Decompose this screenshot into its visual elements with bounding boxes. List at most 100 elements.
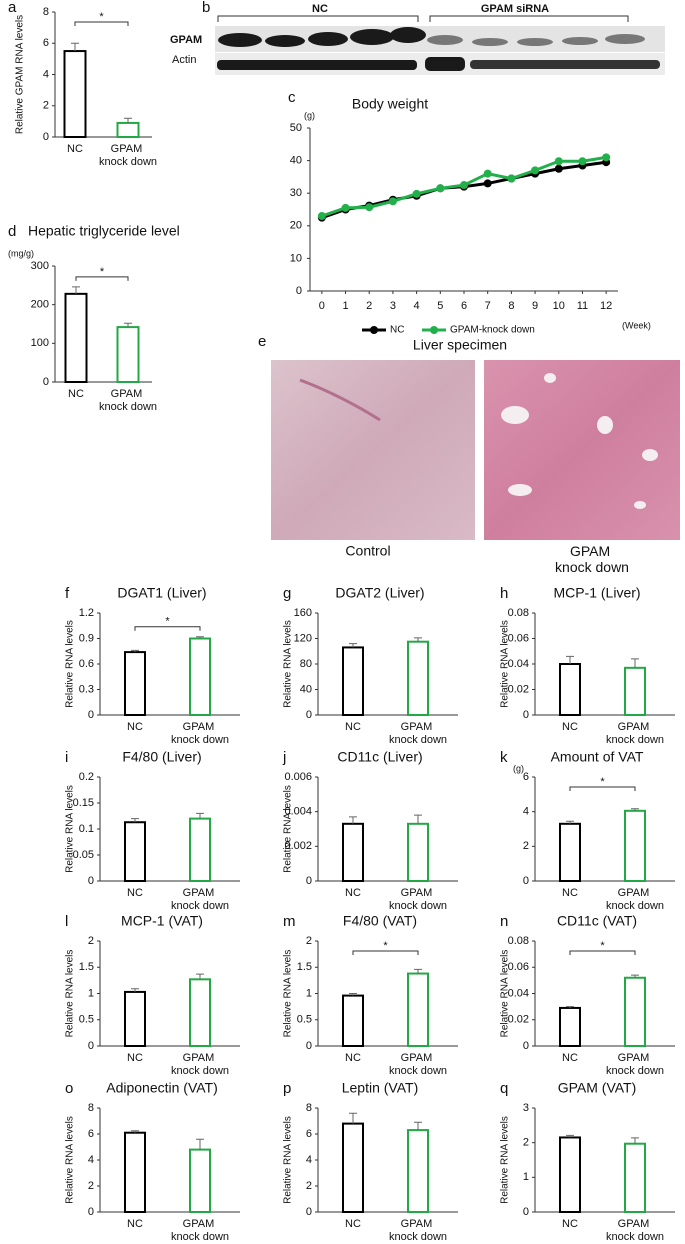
y-tick-label: 40 [300,683,312,695]
y-tick-label: 8 [306,1102,312,1114]
blot-row: GPAM [170,34,202,46]
legend-swatch [430,326,438,334]
panel-letter: p [283,1080,291,1097]
panel-letter: g [283,585,291,602]
point [412,189,421,198]
y-tick-label: 8 [43,6,49,18]
y-tick-label: 2 [88,935,94,947]
point [483,179,492,188]
y-tick-label: 6 [88,1128,94,1140]
panel-letter: m [283,913,296,930]
y-tick-label: 0.06 [508,961,529,973]
significance-label: * [100,266,105,278]
error-bar [349,993,357,996]
point [578,157,587,166]
error-bar [131,649,139,653]
significance-bracket [75,276,129,281]
bar [342,646,364,716]
bar [559,822,581,882]
y-tick-label: 2 [523,840,529,852]
y-axis-label: Relative RNA levels [283,950,294,1038]
y-tick-label: 1.2 [79,607,94,619]
y-axis-label: Relative RNA levels [500,950,511,1038]
error-bar [72,286,80,294]
significance-bracket [569,786,636,791]
error-bar [631,974,639,978]
y-axis-label: Relative RNA levels [65,950,76,1038]
y-axis-label: Relative RNA levels [500,1116,511,1204]
x-tick-label: 10 [553,300,565,312]
specimen-label: GPAM knock down [555,543,629,575]
panel-letter: a [8,0,17,16]
x-tick-label: 4 [414,300,420,312]
error-bar [349,1112,357,1124]
y-tick-label: 0.6 [79,658,94,670]
y-tick-label: 300 [31,260,49,272]
chart-title: MCP-1 (Liver) [553,585,640,601]
x-tick-label: GPAM knock down [389,887,447,912]
legend-label: GPAM-knock down [450,325,535,336]
specimen-image [271,360,475,540]
y-tick-label: 0.9 [79,632,94,644]
error-bar [566,820,574,824]
y-tick-label: 0.2 [79,771,94,783]
bar [63,50,87,138]
bar [116,326,140,383]
y-tick-label: 1 [523,1171,529,1183]
chart-title: Adiponectin (VAT) [106,1080,218,1096]
bar [342,822,364,882]
bar [407,1129,429,1213]
x-tick-label: NC [127,721,143,733]
blot-row: Actin [172,54,196,66]
specimen-label: Control [345,543,390,559]
point [460,181,468,190]
x-tick-label: NC [345,1218,361,1230]
point [602,153,611,162]
significance-bracket [74,21,129,26]
error-bar [196,812,204,819]
y-tick-label: 1.5 [297,961,312,973]
x-tick-label: GPAM knock down [389,1218,447,1243]
panel-letter: l [65,913,68,930]
x-tick-label: NC [562,1218,578,1230]
significance-label: * [600,940,605,952]
y-tick-label: 4 [523,806,529,818]
x-tick-label: GPAM knock down [171,1052,229,1077]
unit-label: (g) [513,763,524,773]
chart-title: Amount of VAT [551,749,644,765]
unit-label: (mg/g) [8,248,34,258]
bracket [217,15,629,22]
panel-letter: n [500,913,508,930]
point [365,203,374,212]
bar [559,1136,581,1214]
error-bar [414,968,422,974]
y-tick-label: 0.002 [284,840,312,852]
significance-bracket [569,950,636,955]
y-tick-label: 1.5 [79,961,94,973]
error-bar [566,655,574,664]
x-tick-label: 1 [342,300,348,312]
y-tick-label: 3 [523,1102,529,1114]
y-tick-label: 120 [294,632,312,644]
blot-group: NC [312,3,328,15]
x-tick-label: GPAM knock down [389,721,447,746]
error-bar [196,973,204,980]
error-bar [131,818,139,823]
error-bar [349,643,357,648]
significance-label: * [165,616,170,628]
bar [342,994,364,1047]
y-tick-label: 0.006 [284,771,312,783]
bar [407,640,429,716]
x-tick-label: 11 [577,300,588,312]
y-tick-label: 1 [88,987,94,999]
x-tick-label: NC [67,143,83,155]
y-tick-label: 4 [88,1154,94,1166]
y-tick-label: 8 [88,1102,94,1114]
y-tick-label: 30 [290,187,302,199]
y-tick-label: 160 [294,607,312,619]
error-bar [131,1130,139,1133]
chart-title: DGAT2 (Liver) [335,585,424,601]
chart-title: F4/80 (Liver) [122,749,201,765]
y-tick-label: 0.04 [508,987,529,999]
